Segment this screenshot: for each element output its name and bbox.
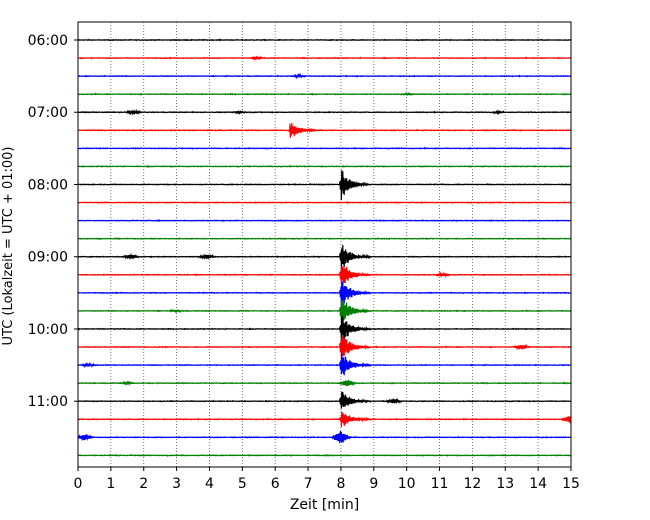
- x-tick-label-3: 3: [172, 476, 181, 492]
- x-tick-label-15: 15: [562, 476, 580, 492]
- y-tick-label-0: 06:00: [28, 33, 68, 49]
- y-tick-label-2: 08:00: [28, 177, 68, 193]
- x-tick-label-10: 10: [398, 476, 416, 492]
- trace-line-9: [77, 201, 572, 205]
- trace-line-6: [77, 146, 572, 150]
- x-tick-label-12: 12: [463, 476, 481, 492]
- trace-line-3: [77, 91, 572, 96]
- trace-line-21: [77, 411, 572, 427]
- trace-line-1: [77, 55, 572, 62]
- vertical-gridlines: [77, 22, 572, 467]
- y-axis-label: UTC (Lokalzeit = UTC + 01:00): [1, 147, 16, 346]
- trace-line-0: [77, 38, 572, 42]
- trace-line-18: [77, 352, 572, 376]
- y-axis-ticks: 06:00 07:00 08:00 09:00 10:00 11:00: [28, 33, 78, 410]
- x-tick-label-0: 0: [74, 476, 83, 492]
- trace-line-11: [77, 237, 572, 241]
- trace-line-12: [77, 245, 572, 270]
- trace-line-4: [77, 108, 572, 116]
- trace-line-16: [77, 315, 572, 342]
- x-tick-label-2: 2: [139, 476, 148, 492]
- trace-line-19: [77, 379, 572, 387]
- x-tick-label-14: 14: [529, 476, 547, 492]
- trace-line-17: [77, 335, 572, 359]
- trace-line-13: [77, 266, 572, 285]
- x-tick-label-8: 8: [336, 476, 345, 492]
- x-axis-ticks: 0 1 2 3 4 5 6 7 8 9 10 11 12 13 14 15: [74, 467, 580, 492]
- trace-line-14: [77, 281, 572, 309]
- x-tick-label-13: 13: [496, 476, 514, 492]
- y-tick-label-3: 09:00: [28, 250, 68, 266]
- x-tick-label-1: 1: [106, 476, 115, 492]
- trace-line-10: [77, 219, 572, 223]
- trace-line-22: [77, 431, 572, 443]
- x-tick-label-5: 5: [238, 476, 247, 492]
- x-tick-label-7: 7: [304, 476, 313, 492]
- trace-line-20: [77, 391, 572, 409]
- trace-line-7: [77, 164, 572, 168]
- y-tick-label-1: 07:00: [28, 105, 68, 121]
- x-tick-label-4: 4: [205, 476, 214, 492]
- y-tick-label-4: 10:00: [28, 322, 68, 338]
- trace-line-5: [77, 123, 572, 138]
- trace-line-8: [77, 170, 572, 201]
- plot-frame: [77, 21, 572, 468]
- x-axis-label: Zeit [min]: [290, 497, 359, 513]
- seismogram-traces: [77, 38, 572, 457]
- trace-line-15: [77, 300, 572, 324]
- x-tick-label-9: 9: [369, 476, 378, 492]
- x-tick-label-6: 6: [271, 476, 280, 492]
- x-tick-label-11: 11: [431, 476, 449, 492]
- y-tick-label-5: 11:00: [28, 394, 68, 410]
- trace-line-2: [77, 72, 572, 80]
- trace-line-23: [77, 453, 572, 457]
